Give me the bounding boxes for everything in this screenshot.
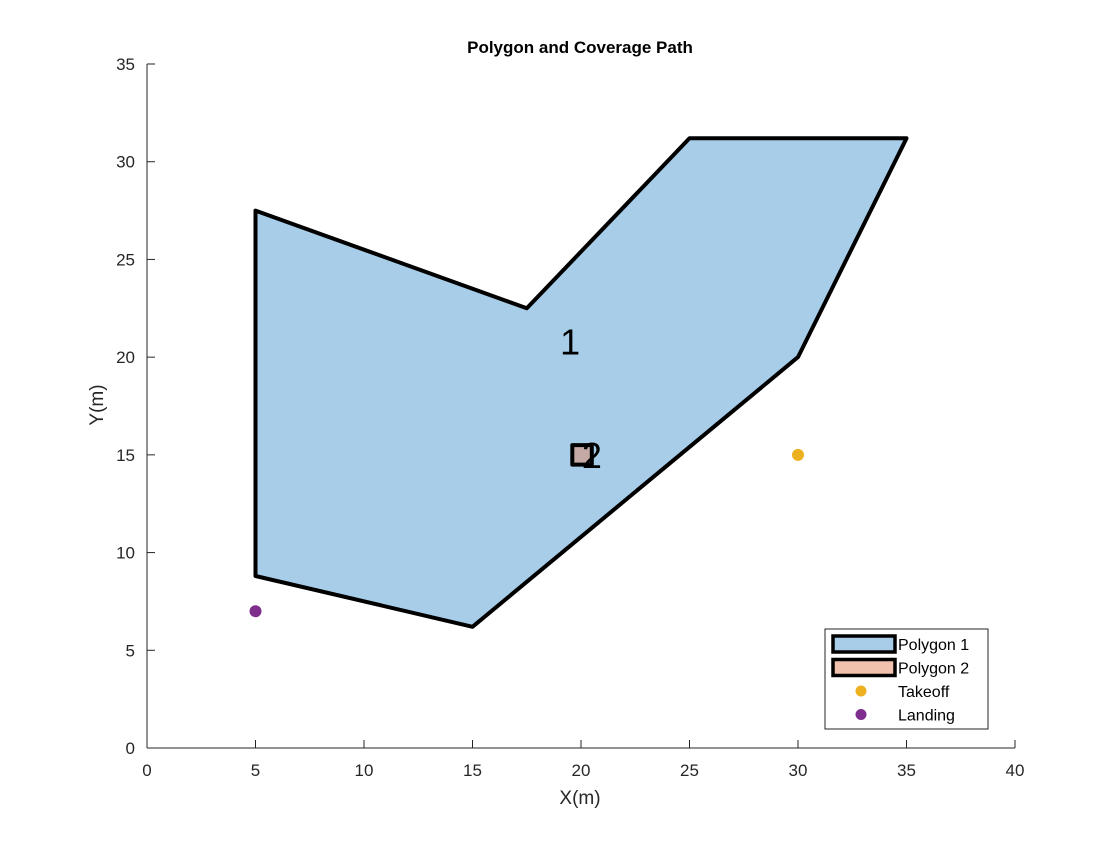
y-tick-label: 0 <box>126 739 135 758</box>
y-tick-label: 35 <box>116 55 135 74</box>
x-tick-label: 15 <box>463 761 482 780</box>
legend: Polygon 1 Polygon 2 Takeoff Landing <box>824 628 989 730</box>
y-tick-label: 20 <box>116 348 135 367</box>
y-tick-label: 5 <box>126 641 135 660</box>
chart-title: Polygon and Coverage Path <box>467 38 693 57</box>
x-tick-label: 10 <box>355 761 374 780</box>
y-axis-label: Y(m) <box>87 384 108 425</box>
y-tick-label: 30 <box>116 153 135 172</box>
y-tick-label: 15 <box>116 446 135 465</box>
legend-swatch <box>831 657 897 678</box>
takeoff-point <box>792 448 804 461</box>
landing-point <box>249 605 262 618</box>
x-axis-label: X(m) <box>559 788 600 809</box>
axes: 0 5 10 15 20 25 30 35 40 0 5 10 15 20 25 30 35 <box>116 55 1024 780</box>
x-tick-label: 40 <box>1006 761 1025 780</box>
legend-label: Landing <box>898 708 955 725</box>
legend-label: Polygon 2 <box>898 661 969 678</box>
legend-label: Takeoff <box>898 684 950 701</box>
x-tick-label: 0 <box>142 761 151 780</box>
x-tick-label: 20 <box>572 761 591 780</box>
legend-marker <box>855 709 867 720</box>
polygon-2 <box>570 443 594 467</box>
polygon-2-label: 2 <box>582 435 602 476</box>
x-tick-label: 25 <box>680 761 699 780</box>
x-tick-label: 5 <box>251 761 260 780</box>
x-tick-label: 35 <box>897 761 916 780</box>
y-tick-label: 10 <box>116 544 135 563</box>
polygon-1 <box>253 136 909 629</box>
legend-swatch <box>831 634 897 654</box>
legend-marker <box>855 685 867 697</box>
polygon-1-label: 1 <box>560 322 580 363</box>
x-tick-label: 30 <box>789 761 808 780</box>
plot-area: 12 <box>249 136 909 629</box>
y-tick-label: 25 <box>116 250 135 269</box>
legend-label: Polygon 1 <box>898 637 969 654</box>
